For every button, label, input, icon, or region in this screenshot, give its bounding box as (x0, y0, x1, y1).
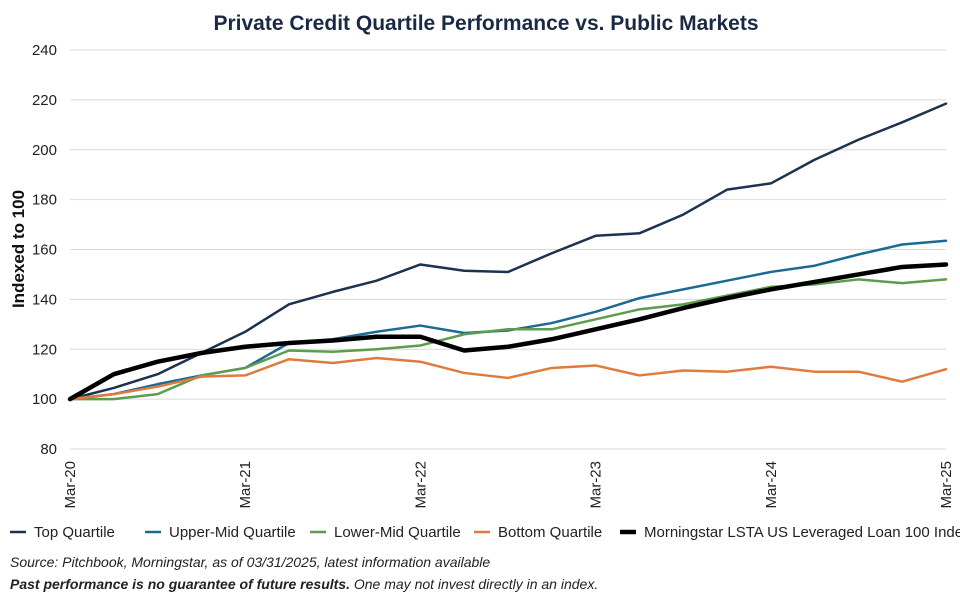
x-tick-label: Mar-21 (237, 461, 254, 509)
series-line-4 (67, 262, 949, 402)
series-line-0 (68, 102, 948, 401)
line-chart: Private Credit Quartile Performance vs. … (9, 12, 960, 541)
y-tick-label: 240 (32, 42, 57, 59)
y-axis: 80 100 120 140 160 180 200 220 240 (32, 42, 57, 458)
chart-title: Private Credit Quartile Performance vs. … (213, 12, 758, 35)
x-tick-label: Mar-24 (763, 461, 780, 509)
y-tick-label: 180 (32, 192, 57, 209)
y-tick-label: 200 (32, 142, 57, 159)
y-tick-label: 100 (32, 391, 57, 408)
source-note: Source: Pitchbook, Morningstar, as of 03… (10, 554, 490, 570)
legend-label-2: Lower-Mid Quartile (334, 524, 461, 541)
y-axis-label: Indexed to 100 (9, 190, 28, 308)
series-line-2 (68, 278, 948, 401)
disclaimer-bold-text: Past performance is no guarantee of futu… (10, 576, 350, 592)
series-lines (67, 102, 949, 402)
y-tick-label: 220 (32, 92, 57, 109)
y-tick-label: 160 (32, 242, 57, 259)
disclaimer-text: One may not invest directly in an index. (349, 576, 599, 592)
y-tick-label: 80 (40, 441, 57, 458)
grid (70, 49, 946, 450)
x-axis: Mar-20 Mar-21 Mar-22 Mar-23 Mar-24 Mar-25 (62, 461, 955, 509)
x-tick-label: Mar-20 (62, 461, 79, 509)
disclaimer-note: Past performance is no guarantee of futu… (10, 576, 598, 592)
legend: Top Quartile Upper-Mid Quartile Lower-Mid … (10, 524, 960, 541)
legend-label-3: Bottom Quartile (498, 524, 602, 541)
source-text: Source: Pitchbook, Morningstar, as of 03… (10, 554, 491, 570)
series-line-3 (68, 356, 948, 401)
x-tick-label: Mar-22 (412, 461, 429, 509)
legend-label-4: Morningstar LSTA US Leveraged Loan 100 I… (644, 524, 960, 541)
legend-label-0: Top Quartile (34, 524, 115, 541)
y-tick-label: 140 (32, 291, 57, 308)
x-tick-label: Mar-23 (588, 461, 605, 509)
y-tick-label: 120 (32, 341, 57, 358)
legend-label-1: Upper-Mid Quartile (169, 524, 296, 541)
x-tick-label: Mar-25 (938, 461, 955, 509)
